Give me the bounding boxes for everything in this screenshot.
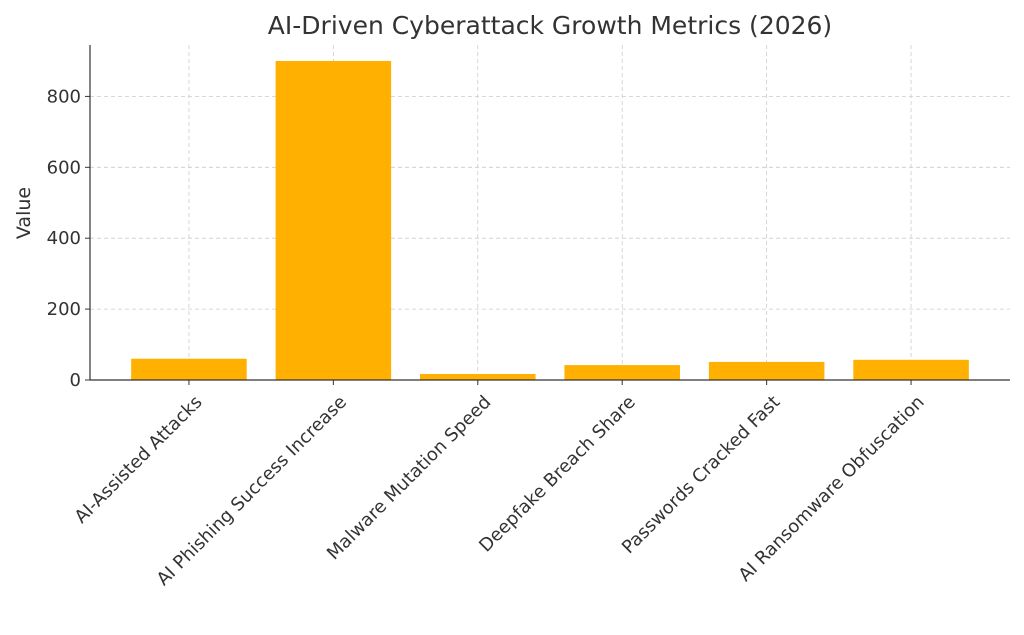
y-tick-label: 200	[47, 299, 81, 320]
bar	[564, 365, 680, 380]
bar	[275, 60, 392, 380]
bars	[131, 60, 969, 380]
y-axis-label: Value	[13, 187, 35, 239]
bar	[708, 361, 825, 380]
y-tick-label: 600	[47, 157, 81, 178]
y-tick-label: 0	[70, 370, 81, 391]
bar	[853, 359, 969, 380]
y-tick-label: 400	[47, 228, 81, 249]
y-tick-label: 800	[47, 86, 81, 107]
bar	[420, 373, 536, 380]
x-tick-label: Deepfake Breach Share	[475, 392, 640, 557]
x-tick-label: Malware Mutation Speed	[323, 392, 495, 564]
grid	[90, 45, 1010, 381]
x-tick-label: Passwords Cracked Fast	[618, 392, 784, 558]
chart-title: AI-Driven Cyberattack Growth Metrics (20…	[268, 11, 832, 40]
bar	[131, 358, 247, 380]
axes	[85, 45, 1010, 385]
x-tick-label: AI-Assisted Attacks	[71, 392, 207, 528]
